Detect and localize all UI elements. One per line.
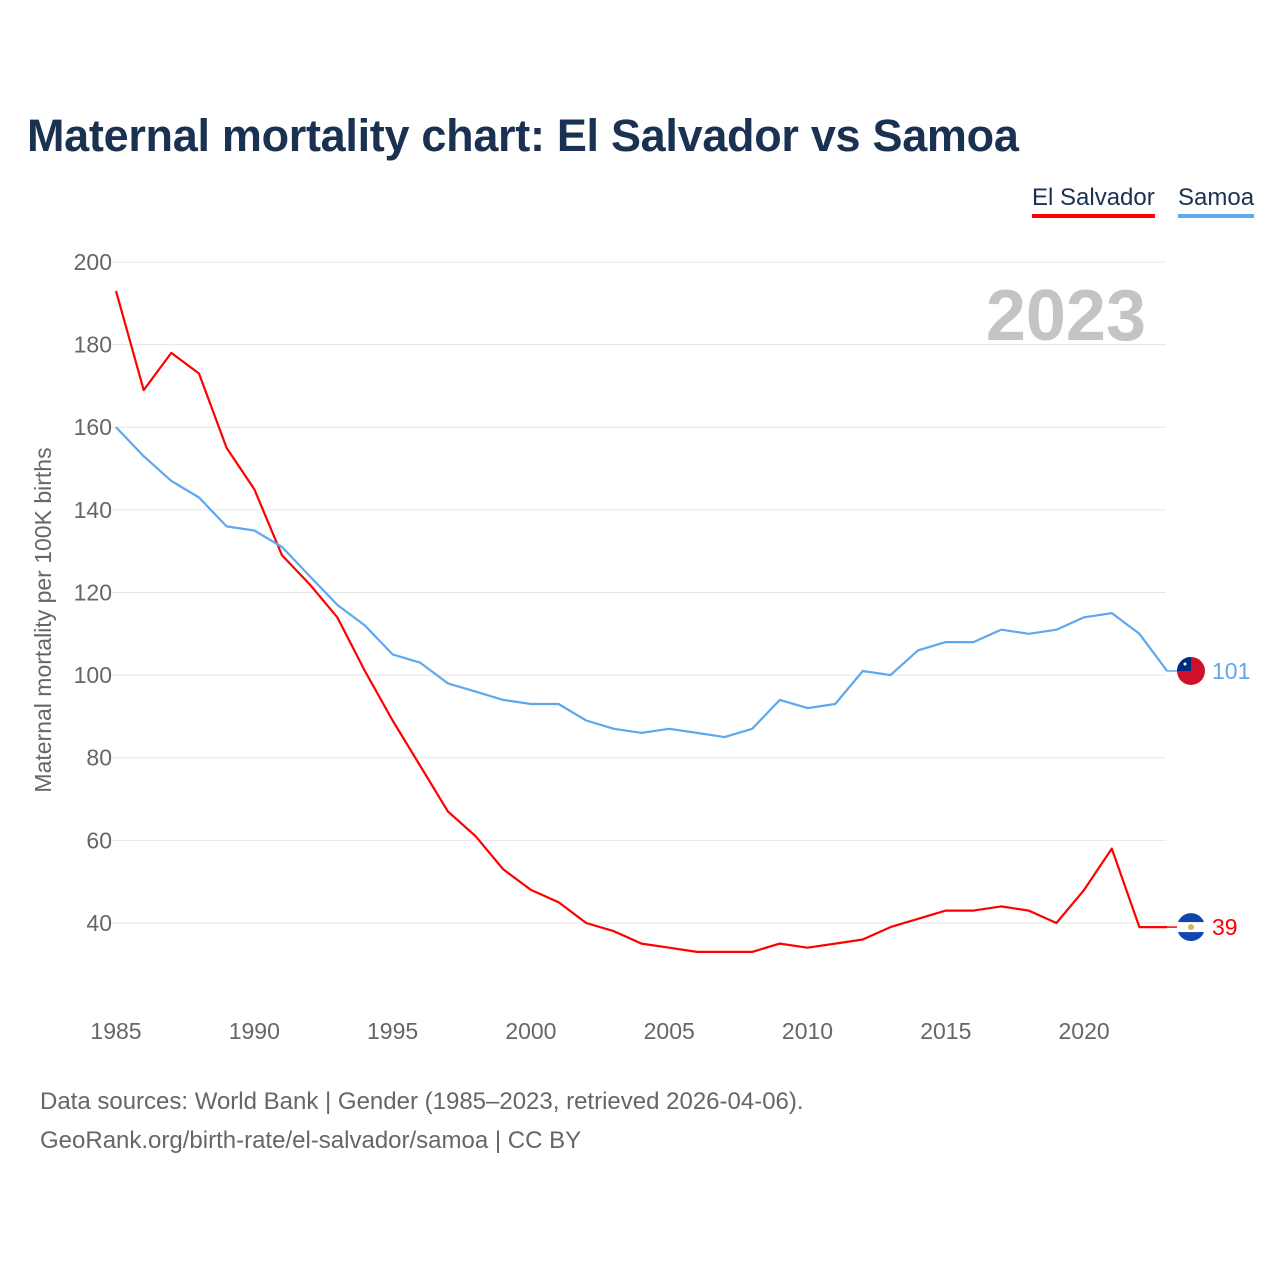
el-salvador-flag-icon bbox=[1177, 913, 1205, 942]
y-tick-label: 120 bbox=[74, 579, 112, 605]
series-line-samoa bbox=[115, 426, 1168, 739]
x-tick-label: 2000 bbox=[505, 1018, 556, 1044]
x-tick-label: 2015 bbox=[920, 1018, 971, 1044]
y-tick-label: 180 bbox=[74, 332, 112, 358]
legend-el-salvador[interactable]: El Salvador bbox=[1032, 184, 1155, 218]
x-tick-label: 2020 bbox=[1059, 1018, 1110, 1044]
y-tick-label: 40 bbox=[86, 910, 112, 936]
samoa-flag-icon bbox=[1177, 656, 1205, 685]
y-tick-label: 80 bbox=[86, 745, 112, 771]
source-note: Data sources: World Bank | Gender (1985–… bbox=[40, 1088, 804, 1115]
x-tick-label: 1990 bbox=[229, 1018, 280, 1044]
y-tick-label: 160 bbox=[74, 414, 112, 440]
y-tick-label: 140 bbox=[74, 497, 112, 523]
legend-samoa[interactable]: Samoa bbox=[1178, 184, 1255, 218]
end-value-label: 101 bbox=[1212, 658, 1250, 684]
x-tick-label: 1985 bbox=[90, 1018, 141, 1044]
x-tick-label: 2010 bbox=[782, 1018, 833, 1044]
year-watermark: 2023 bbox=[986, 276, 1146, 356]
y-axis-label: Maternal mortality per 100K births bbox=[30, 447, 56, 792]
y-tick-label: 100 bbox=[74, 662, 112, 688]
x-tick-label: 2005 bbox=[644, 1018, 695, 1044]
chart-title: Maternal mortality chart: El Salvador vs… bbox=[27, 110, 1019, 161]
source-url[interactable]: GeoRank.org/birth-rate/el-salvador/samoa… bbox=[40, 1127, 582, 1154]
series-line-el-salvador bbox=[114, 290, 1168, 954]
y-tick-label: 60 bbox=[86, 827, 112, 853]
y-tick-label: 200 bbox=[74, 249, 112, 275]
end-value-label: 39 bbox=[1212, 914, 1238, 940]
x-tick-label: 1995 bbox=[367, 1018, 418, 1044]
